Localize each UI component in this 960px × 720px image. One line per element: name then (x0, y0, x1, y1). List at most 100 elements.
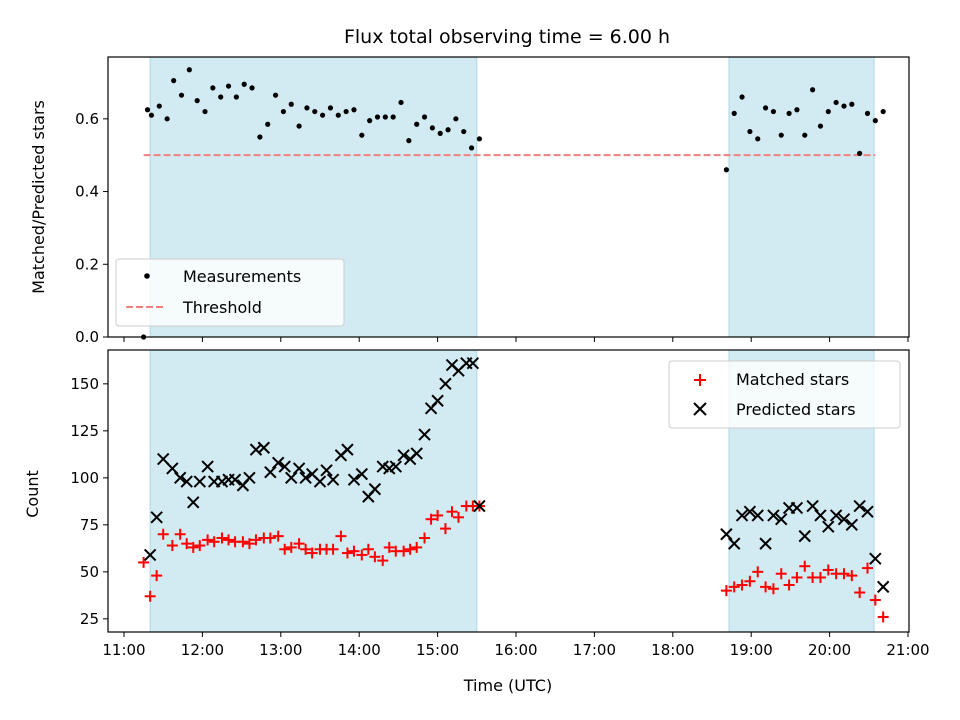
measurement-point (778, 132, 784, 138)
measurement-point (786, 110, 792, 116)
matched-point (181, 538, 193, 550)
bottom-y-axis-title: Count (23, 470, 42, 518)
measurement-point (194, 98, 200, 104)
matched-point (208, 536, 220, 548)
predicted-point (431, 394, 444, 407)
top-y-axis-title: Matched/Predicted stars (29, 100, 48, 294)
matched-point (383, 541, 395, 553)
predicted-point (201, 460, 214, 473)
measurement-point (288, 101, 294, 107)
matched-point (846, 570, 858, 582)
predicted-point (735, 509, 749, 522)
predicted-point (292, 462, 306, 475)
matched-point (814, 571, 826, 583)
bottom-ytick-label: 25 (80, 610, 99, 628)
matched-point (166, 540, 178, 552)
legend-threshold-label: Threshold (182, 298, 262, 317)
measurement-point (398, 99, 404, 106)
measurement-point (359, 132, 365, 138)
matched-point (752, 566, 764, 578)
xtick-label: 11:00 (102, 641, 145, 659)
predicted-point (720, 528, 733, 541)
legend-predicted-label: Predicted stars (736, 400, 856, 419)
measurement-point (755, 136, 761, 142)
measurement-point (390, 114, 396, 120)
measurement-point (461, 128, 467, 135)
measurement-point (406, 138, 412, 144)
predicted-point (861, 505, 874, 518)
measurement-point (156, 103, 162, 109)
matched-point (335, 530, 347, 542)
measurement-point (320, 112, 326, 118)
bottom-ytick-label: 125 (70, 422, 99, 440)
predicted-point (751, 509, 764, 522)
measurement-point (833, 99, 839, 106)
matched-point (151, 570, 163, 582)
matched-point (187, 541, 199, 553)
matched-point (404, 543, 416, 555)
matched-point (861, 562, 873, 574)
matched-point (279, 543, 291, 555)
xtick-label: 17:00 (573, 641, 616, 659)
measurement-point (747, 128, 753, 135)
predicted-point (775, 512, 788, 526)
measurement-point (304, 105, 310, 111)
xtick-label: 18:00 (651, 641, 694, 659)
top-panel-frame (107, 56, 910, 338)
measurement-point (421, 114, 428, 120)
matched-point (300, 543, 312, 555)
predicted-point (837, 512, 851, 526)
matched-point (377, 555, 389, 567)
measurement-point (857, 150, 863, 156)
matched-point (243, 538, 255, 550)
measurement-point (280, 108, 287, 115)
predicted-point (728, 537, 741, 550)
legend-matched-label: Matched stars (736, 370, 849, 389)
predicted-point (347, 473, 361, 486)
matched-point (369, 551, 381, 563)
predicted-point (257, 441, 271, 454)
predicted-point (853, 499, 866, 513)
measurement-point (468, 145, 475, 151)
chart-title: Flux total observing time = 6.00 h (344, 26, 670, 48)
top-ytick-label: 0.0 (75, 328, 99, 346)
predicted-point (806, 499, 819, 513)
legend-measurements-marker (144, 273, 150, 279)
matched-point (411, 541, 423, 553)
predicted-point (285, 471, 298, 485)
matched-point (783, 579, 795, 591)
predicted-point (187, 496, 200, 509)
measurement-point (202, 108, 208, 115)
predicted-point (389, 460, 402, 473)
measurement-point (476, 136, 483, 142)
matched-point (425, 513, 437, 525)
measurement-point (171, 78, 177, 84)
measurement-point (382, 114, 388, 120)
predicted-point (743, 505, 757, 518)
predicted-point (814, 509, 827, 522)
shaded-interval-1 (149, 349, 478, 633)
matched-point (854, 587, 866, 599)
matched-point (760, 581, 772, 593)
measurement-point (335, 112, 341, 118)
measurement-point (312, 108, 318, 115)
measurement-point (218, 94, 224, 100)
measurement-point (731, 110, 737, 116)
xtick-label: 19:00 (730, 641, 773, 659)
measurement-point (817, 123, 824, 129)
bottom-ytick-label: 150 (70, 375, 99, 393)
matched-point (822, 564, 834, 576)
predicted-point (156, 452, 170, 466)
matched-point (194, 540, 206, 552)
predicted-point (180, 475, 193, 488)
matched-point (157, 528, 169, 540)
measurement-point (241, 81, 247, 87)
matched-point (775, 568, 787, 580)
matched-point (223, 534, 235, 546)
predicted-point (271, 456, 285, 470)
predicted-point (767, 509, 780, 522)
measurement-point (148, 112, 155, 118)
measurement-point (445, 127, 451, 133)
matched-point (446, 506, 458, 518)
matched-point (202, 534, 214, 546)
